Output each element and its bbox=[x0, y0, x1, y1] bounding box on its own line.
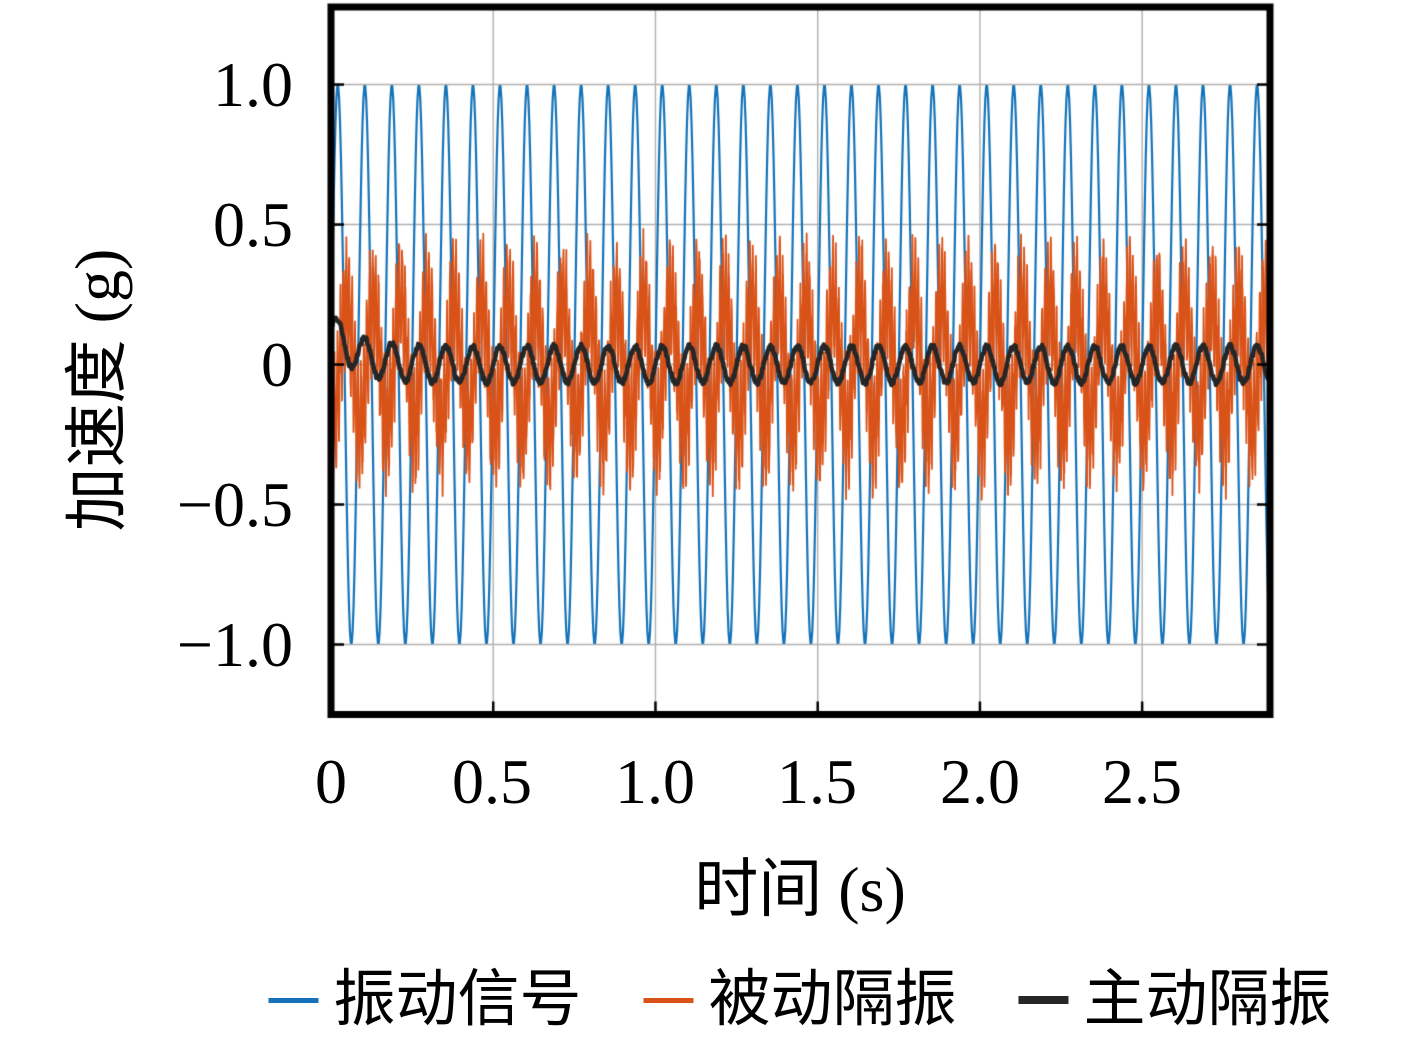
vibration-signal-line-icon bbox=[268, 997, 319, 1003]
ytick-label-1.0: 1.0 bbox=[213, 49, 293, 120]
legend-item-active-isolation: 主动隔振 bbox=[1018, 965, 1332, 1035]
legend-label-vibration-signal: 振动信号 bbox=[333, 966, 582, 1034]
ytick-label-0.5: 0.5 bbox=[213, 189, 293, 260]
legend-label-active-isolation: 主动隔振 bbox=[1083, 966, 1332, 1034]
active-isolation-line-icon bbox=[1018, 996, 1069, 1004]
legend: 振动信号 被动隔振 主动隔振 bbox=[237, 965, 1362, 1035]
ytick-label--1.0: −1.0 bbox=[176, 609, 293, 680]
passive-isolation-line-icon bbox=[643, 997, 694, 1003]
legend-item-passive-isolation: 被动隔振 bbox=[643, 965, 957, 1035]
ytick-label--0.5: −0.5 bbox=[176, 469, 293, 540]
legend-label-passive-isolation: 被动隔振 bbox=[708, 966, 957, 1034]
legend-item-vibration-signal: 振动信号 bbox=[268, 965, 581, 1035]
ytick-label-0: 0 bbox=[261, 329, 293, 400]
x-axis-label: 时间 (s) bbox=[694, 854, 906, 925]
xtick-label-2.0: 2.0 bbox=[940, 746, 1020, 817]
xtick-label-1.5: 1.5 bbox=[777, 746, 857, 817]
xtick-label-0.5: 0.5 bbox=[452, 746, 532, 817]
xtick-label-1.0: 1.0 bbox=[615, 746, 695, 817]
xtick-label-2.5: 2.5 bbox=[1102, 746, 1182, 817]
xtick-label-0: 0 bbox=[315, 746, 347, 817]
y-axis-label: 加速度 (g) bbox=[62, 248, 133, 532]
